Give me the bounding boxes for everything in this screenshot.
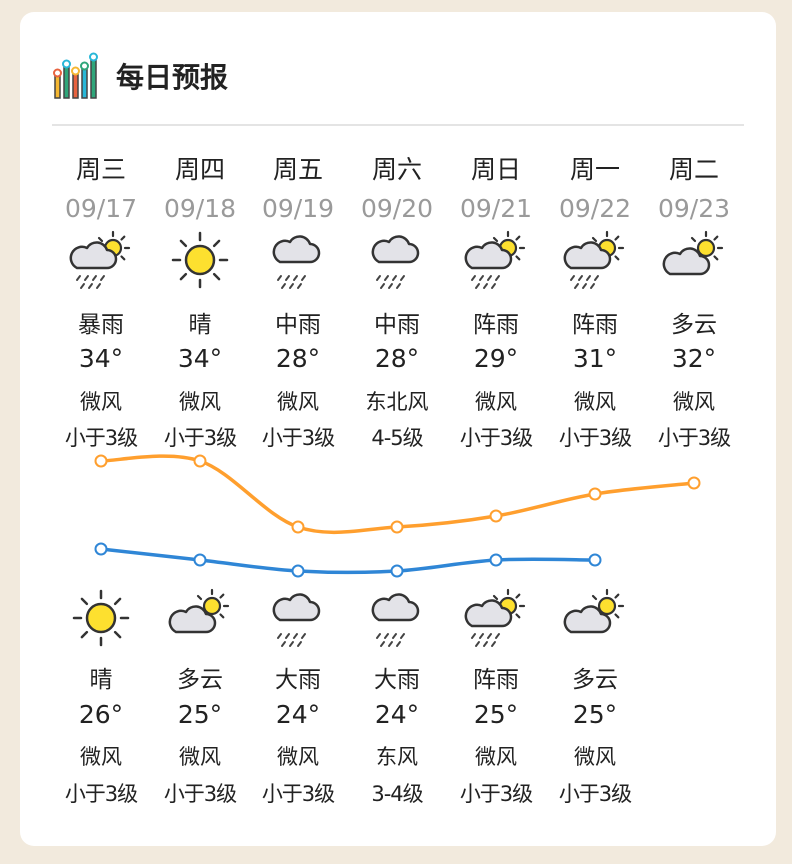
rain-icon <box>371 593 420 647</box>
day-weather: 晴 <box>188 312 212 338</box>
day-wind-level: 小于3级 <box>163 426 237 450</box>
night-wind-direction: 东风 <box>376 745 418 769</box>
day-weather: 多云 <box>671 312 717 338</box>
day-wind-direction: 微风 <box>475 390 517 414</box>
date-label: 09/22 <box>558 194 632 223</box>
weekday-label: 周五 <box>272 155 323 184</box>
night-wind-level: 小于3级 <box>459 782 533 806</box>
high-temp: 34° <box>177 344 223 373</box>
day-weather: 阵雨 <box>572 312 618 338</box>
partly-cloudy-icon <box>662 230 724 276</box>
day-wind-level: 小于3级 <box>657 426 731 450</box>
rain-icon <box>272 593 321 647</box>
high-temp: 28° <box>275 344 321 373</box>
day-wind-direction: 东北风 <box>365 390 429 414</box>
rain-icon <box>371 235 420 289</box>
day-wind-level: 小于3级 <box>261 426 335 450</box>
date-label: 09/23 <box>657 194 731 223</box>
low-temp: 25° <box>473 700 519 729</box>
day-wind-level: 小于3级 <box>459 426 533 450</box>
high-temp: 34° <box>78 344 124 373</box>
day-wind-direction: 微风 <box>574 390 616 414</box>
weekday-label: 周一 <box>569 155 620 184</box>
day-wind-direction: 微风 <box>277 390 319 414</box>
day-weather: 中雨 <box>275 312 321 338</box>
day-wind-direction: 微风 <box>80 390 122 414</box>
date-label: 09/20 <box>360 194 434 223</box>
partly-cloudy-icon <box>563 588 625 634</box>
date-label: 09/18 <box>163 194 237 223</box>
day-wind-level: 小于3级 <box>64 426 138 450</box>
night-weather: 大雨 <box>275 667 321 693</box>
day-wind-level: 小于3级 <box>558 426 632 450</box>
night-weather: 多云 <box>177 667 223 693</box>
night-wind-direction: 微风 <box>179 745 221 769</box>
day-wind-direction: 微风 <box>673 390 715 414</box>
day-weather: 中雨 <box>374 312 420 338</box>
partly-cloudy-rain-icon <box>464 230 526 289</box>
sun-icon <box>171 231 229 289</box>
bar-chart-icon <box>53 52 98 99</box>
night-wind-level: 小于3级 <box>163 782 237 806</box>
date-label: 09/21 <box>459 194 533 223</box>
night-weather: 多云 <box>572 667 618 693</box>
weekday-label: 周二 <box>668 155 719 184</box>
partly-cloudy-rain-icon <box>464 588 526 647</box>
high-temp: 29° <box>473 344 519 373</box>
page-title: 每日预报 <box>116 61 229 94</box>
low-temp: 24° <box>275 700 321 729</box>
partly-cloudy-icon <box>168 588 230 634</box>
partly-cloudy-rain-icon <box>69 230 131 289</box>
night-weather: 阵雨 <box>473 667 519 693</box>
weekday-label: 周三 <box>75 155 126 184</box>
date-label: 09/19 <box>261 194 335 223</box>
daily-forecast-card <box>20 12 776 846</box>
partly-cloudy-rain-icon <box>563 230 625 289</box>
sun-icon <box>72 589 130 647</box>
night-wind-level: 3-4级 <box>371 782 423 806</box>
day-weather: 暴雨 <box>78 312 124 338</box>
low-temp: 25° <box>177 700 223 729</box>
low-temp: 26° <box>78 700 124 729</box>
high-temp: 32° <box>671 344 717 373</box>
divider <box>52 124 744 126</box>
night-wind-direction: 微风 <box>475 745 517 769</box>
night-wind-direction: 微风 <box>574 745 616 769</box>
rain-icon <box>272 235 321 289</box>
night-wind-direction: 微风 <box>80 745 122 769</box>
night-wind-level: 小于3级 <box>261 782 335 806</box>
date-label: 09/17 <box>64 194 138 223</box>
low-temp: 25° <box>572 700 618 729</box>
day-weather: 阵雨 <box>473 312 519 338</box>
weekday-label: 周日 <box>470 155 521 184</box>
night-wind-direction: 微风 <box>277 745 319 769</box>
night-weather: 晴 <box>89 667 113 693</box>
night-weather: 大雨 <box>374 667 420 693</box>
night-wind-level: 小于3级 <box>558 782 632 806</box>
high-temp: 28° <box>374 344 420 373</box>
high-temp: 31° <box>572 344 618 373</box>
weekday-label: 周四 <box>174 155 225 184</box>
weekday-label: 周六 <box>371 155 422 184</box>
low-temp: 24° <box>374 700 420 729</box>
day-wind-direction: 微风 <box>179 390 221 414</box>
day-wind-level: 4-5级 <box>371 426 423 450</box>
night-wind-level: 小于3级 <box>64 782 138 806</box>
